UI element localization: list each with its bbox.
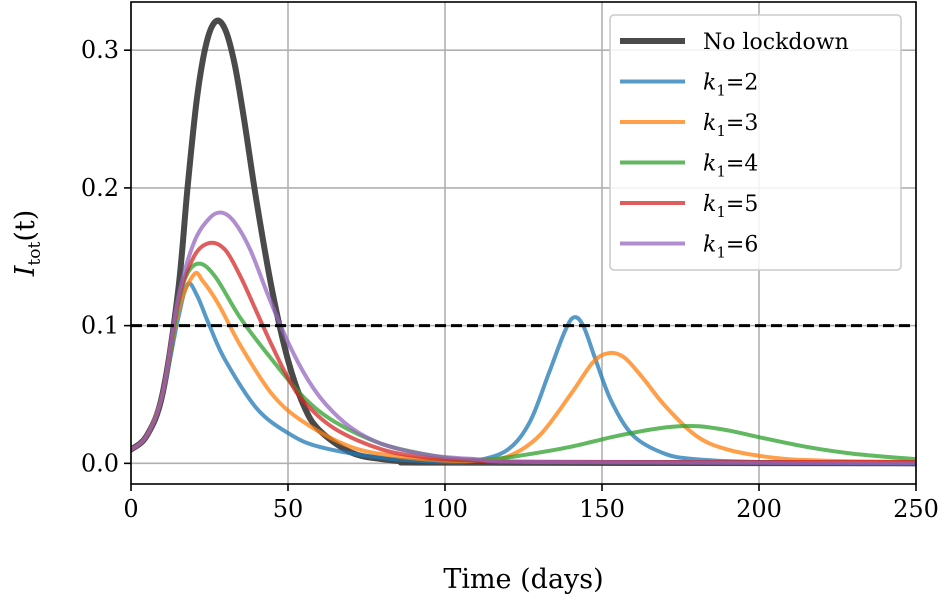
legend-label: k1=3 bbox=[703, 111, 758, 140]
x-tick-label: 50 bbox=[273, 495, 304, 523]
x-axis-label: Time (days) bbox=[443, 564, 603, 595]
series-lines bbox=[131, 17, 916, 467]
x-tick-label: 200 bbox=[736, 495, 782, 523]
x-tick-label: 100 bbox=[422, 495, 468, 523]
series-line-5 bbox=[131, 210, 916, 466]
legend-box bbox=[609, 14, 902, 271]
y-axis-label: Itot(t) bbox=[10, 210, 45, 278]
legend-label: No lockdown bbox=[703, 30, 849, 55]
y-tick-label: 0.3 bbox=[81, 36, 119, 64]
y-tick-label: 0.1 bbox=[81, 312, 119, 340]
legend-label: k1=4 bbox=[703, 152, 758, 181]
y-label-sub: tot bbox=[25, 242, 45, 266]
x-tick-label: 150 bbox=[579, 495, 625, 523]
x-tick-label: 0 bbox=[123, 495, 138, 523]
x-tick-label: 250 bbox=[893, 495, 939, 523]
plot-frame bbox=[130, 1, 917, 485]
y-label-main: I bbox=[10, 264, 41, 277]
y-label-suffix: (t) bbox=[10, 210, 41, 242]
y-tick-label: 0.2 bbox=[81, 174, 119, 202]
legend: No lockdown k1=2 k1=3 k1=4 k1=5 k1=6 bbox=[609, 14, 902, 271]
ticks: 0 50 100 150 200 250 0.0 0.1 0.2 0.3 bbox=[81, 36, 939, 523]
legend-label: k1=2 bbox=[703, 71, 758, 100]
legend-label: k1=6 bbox=[703, 233, 758, 262]
series-line-1 bbox=[131, 281, 916, 466]
y-tick-label: 0.0 bbox=[81, 449, 119, 477]
legend-label: k1=5 bbox=[703, 192, 758, 221]
